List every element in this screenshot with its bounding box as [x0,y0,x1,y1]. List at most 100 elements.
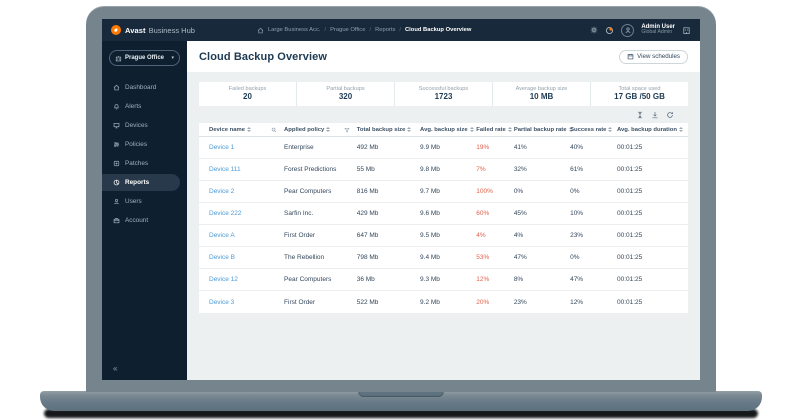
organization-icon[interactable] [682,26,691,35]
reports-pie-icon [113,179,120,186]
bell-icon [114,104,119,110]
laptop-frame: Avast Business Hub Large Business Acc. /… [86,6,716,392]
table-row: Device 1 Enterprise 492 Mb 9.9 Mb 19% 41… [199,137,688,159]
sidebar-item-reports[interactable]: Reports [102,174,180,191]
partial-rate-cell: 0% [513,188,524,195]
gear-icon[interactable] [590,26,598,34]
row-height-icon[interactable] [636,111,644,119]
duration-cell: 00:01:25 [616,144,643,151]
breadcrumb-item[interactable]: Prague Office [330,27,366,33]
stat-value: 320 [338,92,353,102]
device-link[interactable]: Device 3 [209,298,235,306]
failed-rate-cell: 100% [476,188,493,195]
column-header-partial-backup-rate[interactable]: Partial backup rate [514,127,573,133]
column-header-device-name[interactable]: Device name [209,127,284,133]
avg-size-cell: 9.2 Mb [420,298,440,306]
search-icon[interactable] [271,127,277,133]
stat-label: Successful backups [418,85,469,92]
duration-cell: 00:01:25 [616,254,643,261]
sidebar-item-patches[interactable]: Patches [102,155,180,172]
briefcase-icon [113,218,120,224]
table-row: Device A First Order 647 Mb 9.5 Mb 4% 4%… [199,225,688,247]
partial-rate-cell: 41% [513,144,527,151]
page-title: Cloud Backup Overview [199,50,328,63]
sidebar-item-dashboard[interactable]: Dashboard [102,79,180,96]
breadcrumb-separator: / [324,27,327,33]
home-icon[interactable] [257,27,264,34]
policy-cell: Forest Predictions [284,166,337,173]
policy-cell: First Order [284,232,316,239]
sort-icon[interactable] [247,127,252,132]
filter-icon[interactable] [344,127,350,133]
sort-icon[interactable] [507,127,512,132]
device-link[interactable]: Device 1 [209,144,235,151]
failed-rate-cell: 19% [476,144,490,151]
partial-rate-cell: 23% [513,298,527,306]
stat-label: Average backup size [515,85,568,92]
device-link[interactable]: Device 222 [209,210,242,217]
failed-rate-cell: 60% [476,210,490,217]
total-size-cell: 647 Mb [356,232,379,239]
site-selector[interactable]: Prague Office ▾ [109,50,180,66]
avg-size-cell: 9.9 Mb [420,144,440,151]
sort-icon[interactable] [568,127,573,132]
partial-rate-cell: 45% [513,210,527,217]
duration-cell: 00:01:25 [616,232,643,239]
stat-label: Total space used [618,85,661,92]
policy-cell: First Order [284,298,316,306]
duration-cell: 00:01:25 [616,210,643,217]
policy-cell: Pear Computers [284,188,332,195]
sort-icon[interactable] [407,127,412,132]
sort-icon[interactable] [469,127,474,132]
total-size-cell: 429 Mb [356,210,379,217]
avatar[interactable] [621,23,635,37]
sidebar-item-users[interactable]: Users [102,193,180,210]
sidebar-collapse-button[interactable]: « [113,364,118,373]
policy-cell: Enterprise [284,144,314,151]
sliders-icon [114,142,119,147]
sort-icon[interactable] [678,127,683,132]
failed-rate-cell: 7% [476,166,486,173]
total-size-cell: 36 Mb [356,276,375,283]
breadcrumb-separator: / [399,27,401,33]
success-rate-cell: 61% [570,166,584,173]
table-row: Device 2 Pear Computers 816 Mb 9.7 Mb 10… [199,181,688,203]
sidebar-item-account[interactable]: Account [102,212,180,229]
table-toolbar [199,106,688,123]
device-link[interactable]: Device 111 [209,166,241,173]
pie-chart-icon[interactable] [605,26,614,35]
avg-size-cell: 9.3 Mb [420,276,440,283]
breadcrumb-separator: / [369,27,372,33]
view-schedules-button[interactable]: View schedules [619,49,688,64]
success-rate-cell: 10% [570,210,584,217]
device-link[interactable]: Device 2 [209,188,235,195]
sidebar-item-policies[interactable]: Policies [102,136,180,153]
sort-icon[interactable] [608,127,613,132]
sidebar-item-label: Reports [125,179,150,186]
breadcrumb-item[interactable]: Large Business Acc. [267,27,321,33]
sidebar-item-alerts[interactable]: Alerts [102,98,180,115]
column-header-applied-policy[interactable]: Applied policy [284,127,357,133]
sidebar-item-label: Policies [125,141,148,148]
device-link[interactable]: Device B [209,254,236,261]
brand[interactable]: Avast Business Hub [111,25,195,35]
device-link[interactable]: Device A [209,232,235,239]
device-link[interactable]: Device 12 [209,276,238,283]
table-row: Device 222 Sarfin Inc. 429 Mb 9.6 Mb 60%… [199,203,688,225]
download-icon[interactable] [651,111,659,119]
column-header-success-rate[interactable]: Success rate [570,127,617,133]
user-info[interactable]: Admin User Global Admin [641,24,675,37]
failed-rate-cell: 4% [476,232,486,239]
sidebar: Prague Office ▾ Dashboard Alerts [102,41,187,380]
stat-total-space-used: Total space used 17 GB /50 GB [591,82,688,106]
breadcrumb-item[interactable]: Reports [375,27,396,33]
column-header-total-backup-size[interactable]: Total backup size [357,127,420,133]
page-header: Cloud Backup Overview View schedules [187,41,700,72]
column-header-avg-backup-size[interactable]: Avg. backup size [420,127,476,133]
brand-name: Avast [125,25,146,35]
column-header-avg-backup-duration[interactable]: Avg. backup duration [617,127,683,133]
column-header-failed-rate[interactable]: Failed rate [476,127,514,133]
refresh-icon[interactable] [666,111,674,119]
sidebar-item-devices[interactable]: Devices [102,117,180,134]
sort-icon[interactable] [326,127,331,132]
